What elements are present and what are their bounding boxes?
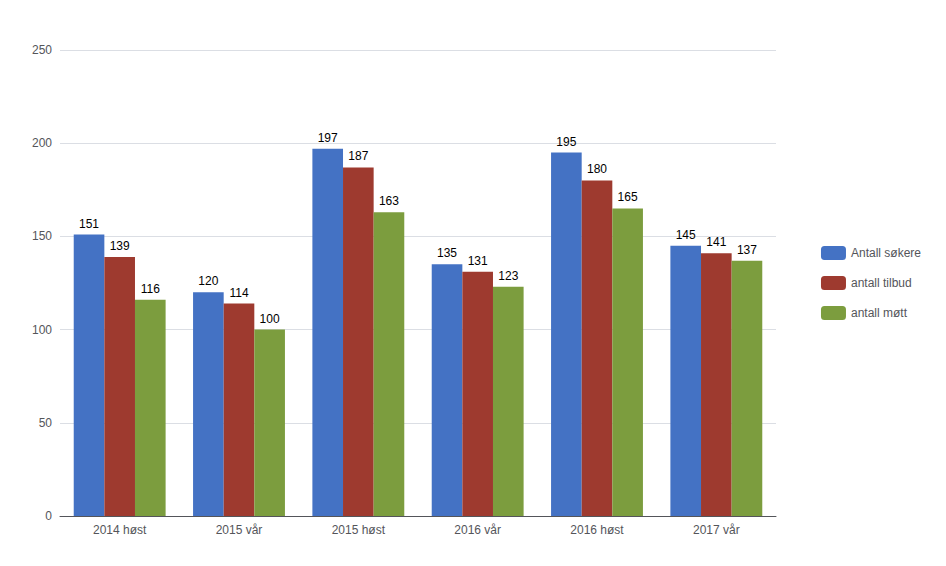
svg-text:116: 116 — [141, 282, 160, 296]
svg-text:145: 145 — [676, 228, 696, 242]
svg-text:2015 høst: 2015 høst — [332, 523, 386, 537]
svg-text:135: 135 — [437, 246, 457, 260]
svg-text:50: 50 — [39, 416, 53, 430]
svg-text:123: 123 — [498, 269, 518, 283]
svg-text:131: 131 — [468, 254, 488, 268]
svg-text:120: 120 — [198, 274, 218, 288]
svg-text:163: 163 — [379, 194, 399, 208]
svg-text:187: 187 — [348, 149, 368, 163]
svg-text:100: 100 — [260, 312, 280, 326]
svg-text:139: 139 — [110, 239, 130, 253]
svg-text:137: 137 — [737, 243, 757, 257]
svg-text:180: 180 — [587, 162, 607, 176]
svg-text:151: 151 — [79, 217, 99, 231]
svg-text:2016 høst: 2016 høst — [570, 523, 624, 537]
svg-text:Antall søkere: Antall søkere — [851, 246, 921, 260]
svg-text:2014 høst: 2014 høst — [93, 523, 147, 537]
svg-text:100: 100 — [32, 323, 52, 337]
svg-text:antall tilbud: antall tilbud — [851, 276, 912, 290]
svg-text:2017 vår: 2017 vår — [693, 523, 740, 537]
svg-text:150: 150 — [32, 229, 52, 243]
svg-text:250: 250 — [32, 43, 52, 57]
svg-text:antall møtt: antall møtt — [851, 306, 908, 320]
svg-text:2015 vår: 2015 vår — [216, 523, 263, 537]
svg-text:165: 165 — [618, 190, 638, 204]
svg-text:0: 0 — [45, 509, 52, 523]
svg-text:200: 200 — [32, 136, 52, 150]
svg-text:195: 195 — [556, 135, 576, 149]
svg-text:197: 197 — [318, 131, 338, 145]
svg-text:141: 141 — [706, 235, 726, 249]
svg-text:2016 vår: 2016 vår — [454, 523, 501, 537]
svg-text:114: 114 — [229, 286, 248, 300]
